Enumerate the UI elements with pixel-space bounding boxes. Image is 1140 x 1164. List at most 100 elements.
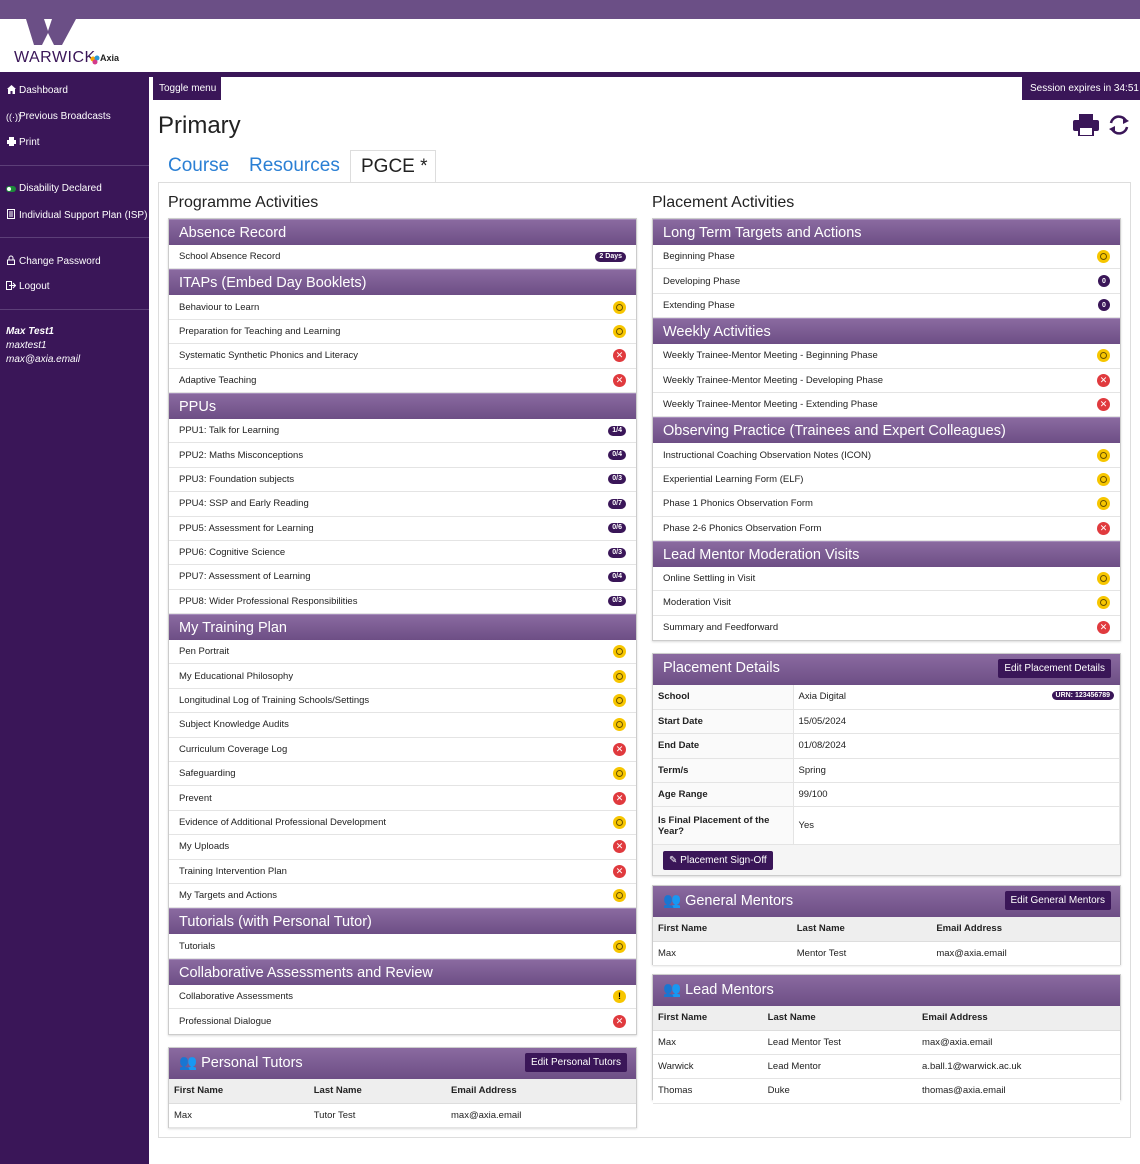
pending-clock-icon — [613, 645, 626, 659]
activity-label: Developing Phase — [663, 275, 741, 287]
activity-row[interactable]: Experiential Learning Form (ELF) — [653, 468, 1120, 493]
column-header: First Name — [653, 1006, 763, 1031]
activity-row[interactable]: School Absence Record 2 Days — [169, 245, 636, 270]
activity-row[interactable]: Behaviour to Learn — [169, 295, 636, 320]
field-value: 01/08/2024 — [793, 733, 1120, 759]
field-value-text: 99/100 — [798, 789, 828, 801]
activity-label: PPU1: Talk for Learning — [179, 425, 280, 437]
column-header: Email Address — [931, 917, 1120, 942]
activity-row[interactable]: Phase 1 Phonics Observation Form — [653, 492, 1120, 517]
activity-label: Online Settling in Visit — [663, 573, 756, 585]
activity-row[interactable]: My Uploads ✕ — [169, 835, 636, 860]
activity-row[interactable]: Training Intervention Plan ✕ — [169, 860, 636, 884]
activity-row[interactable]: Systematic Synthetic Phonics and Literac… — [169, 344, 636, 369]
activity-row[interactable]: Professional Dialogue ✕ — [169, 1009, 636, 1033]
tab-course[interactable]: Course — [168, 155, 230, 176]
placement-signoff-button[interactable]: ✎ Placement Sign-Off — [663, 851, 773, 870]
activity-row[interactable]: Preparation for Teaching and Learning — [169, 320, 636, 345]
activity-label: Adaptive Teaching — [179, 374, 257, 386]
activity-row[interactable]: Collaborative Assessments! — [169, 985, 636, 1010]
activity-row[interactable]: Beginning Phase — [653, 245, 1120, 270]
table-cell: Max — [653, 941, 792, 966]
sidebar-item-logout[interactable]: Logout — [6, 281, 50, 292]
activity-row[interactable]: Phase 2-6 Phonics Observation Form ✕ — [653, 517, 1120, 541]
activity-row[interactable]: Weekly Trainee-Mentor Meeting - Extendin… — [653, 393, 1120, 418]
activity-label: Professional Dialogue — [179, 1015, 272, 1027]
missing-cross-icon: ✕ — [613, 791, 626, 805]
print-icon[interactable] — [1073, 114, 1099, 141]
activity-row[interactable]: PPU8: Wider Professional Responsibilitie… — [169, 590, 636, 615]
activity-row[interactable]: My Educational Philosophy — [169, 664, 636, 689]
general-mentors-table: First Name Last Name Email Address Max Mento… — [653, 917, 1120, 966]
field-value: Spring — [793, 758, 1120, 784]
activity-row[interactable]: PPU4: SSP and Early Reading 0/7 — [169, 492, 636, 517]
placement-field-row: Term/s Spring — [653, 758, 1120, 784]
activity-row[interactable]: PPU1: Talk for Learning 1/4 — [169, 419, 636, 444]
home-icon — [6, 85, 16, 96]
edit-personal-tutors-button[interactable]: Edit Personal Tutors — [524, 1053, 627, 1072]
table-cell: Max — [653, 1030, 763, 1055]
pending-clock-icon — [1097, 572, 1110, 586]
activity-row[interactable]: My Targets and Actions — [169, 884, 636, 909]
programme-activities-panel: Absence Record School Absence Record 2 Day… — [168, 218, 637, 1035]
activity-row[interactable]: Safeguarding — [169, 762, 636, 787]
edit-placement-details-button[interactable]: Edit Placement Details — [998, 659, 1111, 678]
activity-row[interactable]: Prevent ✕ — [169, 786, 636, 811]
activity-row[interactable]: Tutorials — [169, 934, 636, 959]
sync-icon[interactable] — [1107, 114, 1131, 141]
activity-label: Phase 1 Phonics Observation Form — [663, 498, 813, 510]
warwick-logo: WARWICK Axia — [14, 19, 154, 69]
activity-row[interactable]: Instructional Coaching Observation Notes… — [653, 443, 1120, 468]
activity-row[interactable]: PPU3: Foundation subjects 0/3 — [169, 468, 636, 493]
sidebar-item-previous-broadcasts[interactable]: ((·)) Previous Broadcasts — [6, 111, 111, 122]
sidebar-item-label: Disability Declared — [19, 183, 102, 194]
activity-row[interactable]: Subject Knowledge Audits — [169, 713, 636, 738]
user-info: Max Test1 maxtest1 max@axia.email — [6, 325, 80, 367]
table-cell: Tutor Test — [308, 1103, 446, 1128]
sidebar-item-disability-declared[interactable]: Disability Declared — [6, 183, 102, 194]
axia-logo-dots — [90, 52, 100, 65]
programme-activities-title: Programme Activities — [168, 194, 319, 211]
activity-row[interactable]: Summary and Feedforward ✕ — [653, 616, 1120, 640]
activity-row[interactable]: Evidence of Additional Professional Deve… — [169, 811, 636, 836]
sidebar-item-dashboard[interactable]: Dashboard — [6, 85, 68, 96]
pending-clock-icon — [613, 694, 626, 708]
field-label: Is Final Placement of the Year? — [653, 806, 794, 846]
activity-label: Beginning Phase — [663, 251, 735, 263]
activity-label: Curriculum Coverage Log — [179, 743, 288, 755]
table-row: Max Lead Mentor Test max@axia.email — [653, 1030, 1120, 1055]
activity-row[interactable]: Adaptive Teaching ✕ — [169, 369, 636, 393]
section-header: Observing Practice (Trainees and Expert … — [653, 417, 1120, 444]
logout-icon — [6, 281, 17, 292]
column-header: First Name — [653, 917, 792, 942]
personal-tutors-title: Personal Tutors — [201, 1055, 303, 1071]
activity-row[interactable]: Longitudinal Log of Training Schools/Set… — [169, 689, 636, 714]
activity-row[interactable]: Weekly Trainee-Mentor Meeting - Beginnin… — [653, 344, 1120, 369]
activity-row[interactable]: Online Settling in Visit — [653, 567, 1120, 592]
missing-cross-icon: ✕ — [1097, 373, 1110, 387]
activity-row[interactable]: PPU2: Maths Misconceptions 0/4 — [169, 443, 636, 468]
sidebar-item-isp[interactable]: Individual Support Plan (ISP) — [6, 209, 147, 221]
activity-row[interactable]: Pen Portrait — [169, 640, 636, 665]
activity-row[interactable]: PPU7: Assessment of Learning 0/4 — [169, 565, 636, 590]
activity-row[interactable]: Curriculum Coverage Log ✕ — [169, 738, 636, 763]
missing-cross-icon: ✕ — [613, 864, 626, 878]
activity-row[interactable]: Moderation Visit — [653, 591, 1120, 616]
activity-row[interactable]: Extending Phase 0 — [653, 294, 1120, 319]
activity-row[interactable]: Developing Phase 0 — [653, 269, 1120, 294]
personal-tutors-card: 👥 Personal Tutors Edit Personal Tutors F… — [168, 1047, 637, 1128]
pencil-icon: ✎ — [669, 855, 681, 866]
section-header: Collaborative Assessments and Review — [169, 958, 636, 985]
activity-row[interactable]: PPU6: Cognitive Science 0/3 — [169, 541, 636, 566]
sidebar-item-label: Change Password — [19, 255, 101, 267]
field-value-text: Axia Digital — [798, 691, 847, 703]
toggle-menu-button[interactable]: Toggle menu — [153, 77, 221, 100]
activity-row[interactable]: PPU5: Assessment for Learning 0/6 — [169, 517, 636, 541]
tab-resources[interactable]: Resources — [249, 155, 340, 176]
edit-general-mentors-button[interactable]: Edit General Mentors — [1004, 891, 1111, 910]
pending-clock-icon — [613, 324, 626, 338]
activity-row[interactable]: Weekly Trainee-Mentor Meeting - Developi… — [653, 369, 1120, 393]
sidebar-item-print[interactable]: Print — [6, 137, 40, 148]
sidebar-item-change-password[interactable]: Change Password — [6, 255, 101, 267]
tab-pgce[interactable]: PGCE * — [350, 150, 436, 183]
